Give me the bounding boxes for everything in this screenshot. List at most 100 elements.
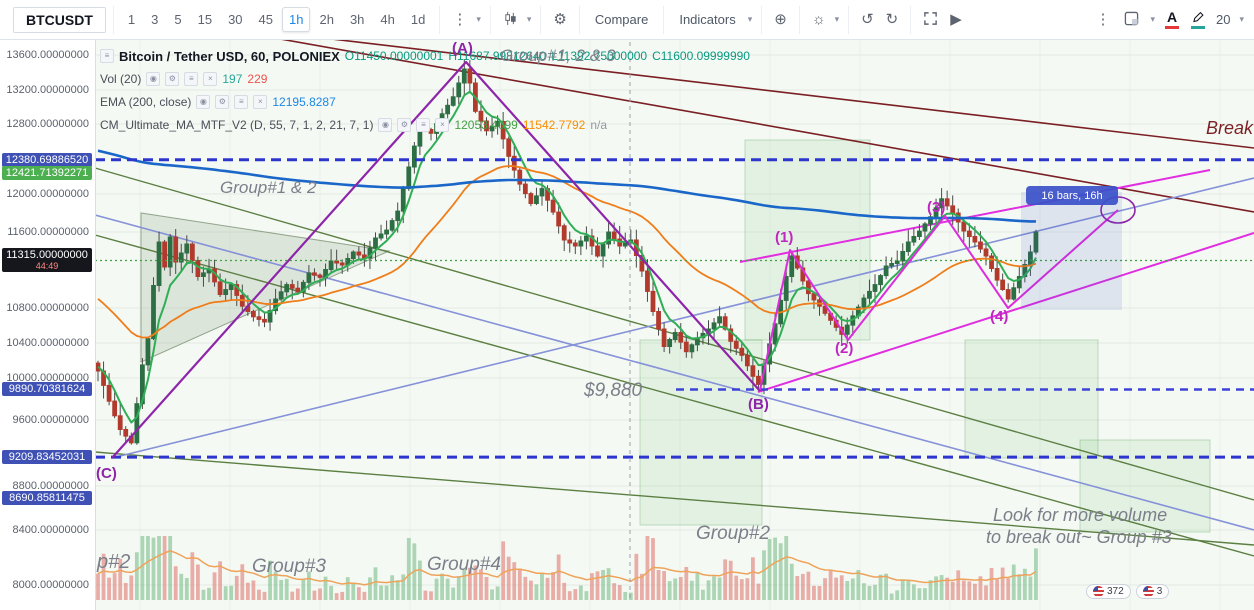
indicator-row: EMA (200, close) ◉ ⚙ ≡ × 12195.8287: [100, 94, 750, 110]
axis-price-label: 11600.00000000: [7, 226, 89, 238]
interval-button-1d[interactable]: 1d: [410, 12, 426, 27]
eye-icon[interactable]: ◉: [196, 95, 211, 109]
gear-icon[interactable]: ⚙: [215, 95, 230, 109]
axis-price-badge: 8690.85811475: [2, 491, 92, 505]
indicator-label[interactable]: EMA (200, close): [100, 95, 192, 109]
axis-price-label: 8800.00000000: [12, 480, 89, 492]
axis-price-label: 9600.00000000: [12, 414, 89, 426]
top-toolbar: BTCUSDT 1 3 5 15 30 45 1h 2h 3h 4h 1d ⋮ ▾ ▾ ⚙ Comp…: [0, 0, 1254, 40]
indicator-value: 197: [222, 72, 243, 86]
add-alert-icon[interactable]: ⊕: [774, 11, 787, 28]
axis-price-label: 12800.00000000: [6, 118, 89, 130]
flag-count: 372: [1107, 586, 1124, 597]
font-size-select[interactable]: 20: [1216, 12, 1231, 27]
ohlc-high: H11687.99812640: [448, 49, 547, 63]
ohlc-open: O11450.00000001: [344, 49, 444, 63]
indicator-row: Vol (20) ◉ ⚙ ≡ × 197 229: [100, 71, 750, 87]
ideas-bulb-icon[interactable]: ☼: [811, 11, 826, 28]
menu-icon[interactable]: ≡: [416, 118, 431, 132]
axis-price-badge: 9890.70381624: [2, 382, 92, 397]
interval-button-45[interactable]: 45: [258, 12, 273, 27]
interval-button-5[interactable]: 5: [174, 12, 182, 27]
axis-price-label: 10000.00000000: [6, 372, 89, 384]
price-axis[interactable]: 13600.00000000 13200.00000000 12800.000000…: [0, 40, 96, 610]
chevron-down-icon[interactable]: ▾: [1239, 14, 1244, 24]
chart-title: Bitcoin / Tether USD, 60, POLONIEX: [119, 48, 340, 64]
indicator-value: 12195.8287: [272, 95, 336, 109]
close-icon[interactable]: ×: [203, 72, 218, 86]
indicator-value: 229: [247, 72, 268, 86]
interval-button-1[interactable]: 1: [127, 12, 136, 27]
flag-badge[interactable]: 3: [1135, 584, 1170, 599]
close-icon[interactable]: ×: [253, 95, 268, 109]
axis-price-label: 12000.00000000: [6, 188, 89, 200]
more-options-icon[interactable]: ⋮: [452, 11, 468, 28]
layout-icon[interactable]: [1119, 9, 1144, 31]
eye-icon[interactable]: ◉: [378, 118, 393, 132]
flag-count: 3: [1156, 586, 1163, 597]
indicator-value: n/a: [590, 118, 608, 132]
axis-price-badge: 12380.69886520: [2, 152, 92, 167]
flag-badges: 372 3: [1086, 584, 1170, 599]
indicator-value: 12053.4099: [454, 118, 518, 132]
marker-pen-tool[interactable]: [1187, 11, 1209, 29]
interval-button-3h[interactable]: 3h: [349, 12, 365, 27]
current-price-badge: 11315.00000000 44:49: [2, 247, 92, 272]
indicators-button[interactable]: Indicators: [671, 7, 743, 32]
text-color-label: A: [1166, 9, 1178, 25]
interval-button-2h[interactable]: 2h: [319, 12, 334, 27]
menu-icon[interactable]: ≡: [234, 95, 249, 109]
gear-icon[interactable]: ⚙: [165, 72, 180, 86]
legend-collapse-icon[interactable]: ≡: [100, 49, 114, 63]
text-color-tool[interactable]: A: [1161, 10, 1183, 29]
symbol-button[interactable]: BTCUSDT: [13, 6, 106, 33]
axis-price-label: 8000.00000000: [12, 579, 89, 591]
axis-price-label: 13200.00000000: [6, 84, 89, 96]
chart-legend: ≡ Bitcoin / Tether USD, 60, POLONIEX O11…: [100, 48, 750, 140]
interval-button-1h[interactable]: 1h: [282, 7, 311, 32]
indicator-row: CM_Ultimate_MA_MTF_V2 (D, 55, 7, 1, 2, 2…: [100, 117, 750, 133]
indicator-value: 11542.7792: [522, 118, 586, 132]
chart-type-candles-icon[interactable]: [498, 9, 523, 31]
interval-buttons: 1 3 5 15 30 45 1h 2h 3h 4h 1d: [114, 5, 441, 34]
axis-price-label: 13600.00000000: [6, 49, 89, 61]
interval-button-15[interactable]: 15: [197, 12, 213, 27]
chevron-down-icon[interactable]: ▾: [834, 14, 840, 24]
chevron-down-icon[interactable]: ▾: [476, 14, 481, 24]
chevron-down-icon[interactable]: ▾: [1150, 14, 1155, 24]
axis-price-label: 10800.00000000: [6, 302, 89, 314]
indicator-label[interactable]: CM_Ultimate_MA_MTF_V2 (D, 55, 7, 1, 2, 2…: [100, 118, 374, 132]
chevron-down-icon[interactable]: ▾: [747, 14, 753, 24]
pen-color-swatch: [1191, 25, 1205, 29]
indicator-label[interactable]: Vol (20): [100, 72, 142, 86]
axis-price-label: 10400.00000000: [6, 337, 89, 349]
interval-button-30[interactable]: 30: [228, 12, 243, 27]
axis-price-badge: 9209.83452031: [2, 450, 92, 465]
fullscreen-icon[interactable]: [918, 9, 943, 31]
gear-icon[interactable]: ⚙: [397, 118, 412, 132]
play-icon[interactable]: ▶: [950, 11, 962, 28]
close-icon[interactable]: ×: [435, 118, 450, 132]
interval-button-3[interactable]: 3: [151, 12, 159, 27]
interval-button-4h[interactable]: 4h: [380, 12, 395, 27]
legend-title-row: ≡ Bitcoin / Tether USD, 60, POLONIEX O11…: [100, 48, 750, 64]
us-flag-icon: [1142, 586, 1154, 597]
axis-price-badge: 12421.71392271: [2, 166, 92, 181]
chevron-down-icon[interactable]: ▾: [526, 14, 532, 24]
text-color-swatch: [1165, 26, 1179, 29]
svg-text:16 bars, 16h: 16 bars, 16h: [1041, 190, 1102, 202]
ohlc-close: C11600.09999990: [652, 49, 750, 63]
menu-icon[interactable]: ≡: [184, 72, 199, 86]
settings-gear-icon[interactable]: ⚙: [553, 11, 567, 28]
flag-badge[interactable]: 372: [1086, 584, 1131, 599]
axis-price-label: 8400.00000000: [12, 524, 89, 536]
undo-icon[interactable]: ↺: [861, 11, 874, 28]
ohlc-low: L11392.75000000: [551, 49, 648, 63]
eye-icon[interactable]: ◉: [146, 72, 161, 86]
pen-icon: [1193, 11, 1204, 22]
compare-button[interactable]: Compare: [587, 7, 656, 32]
redo-icon[interactable]: ↻: [885, 11, 899, 28]
more-options-icon[interactable]: ⋮: [1095, 11, 1111, 28]
